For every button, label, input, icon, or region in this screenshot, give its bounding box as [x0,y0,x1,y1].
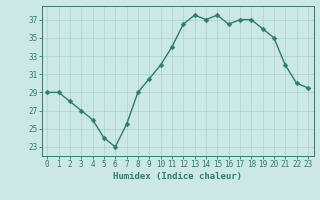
X-axis label: Humidex (Indice chaleur): Humidex (Indice chaleur) [113,172,242,181]
